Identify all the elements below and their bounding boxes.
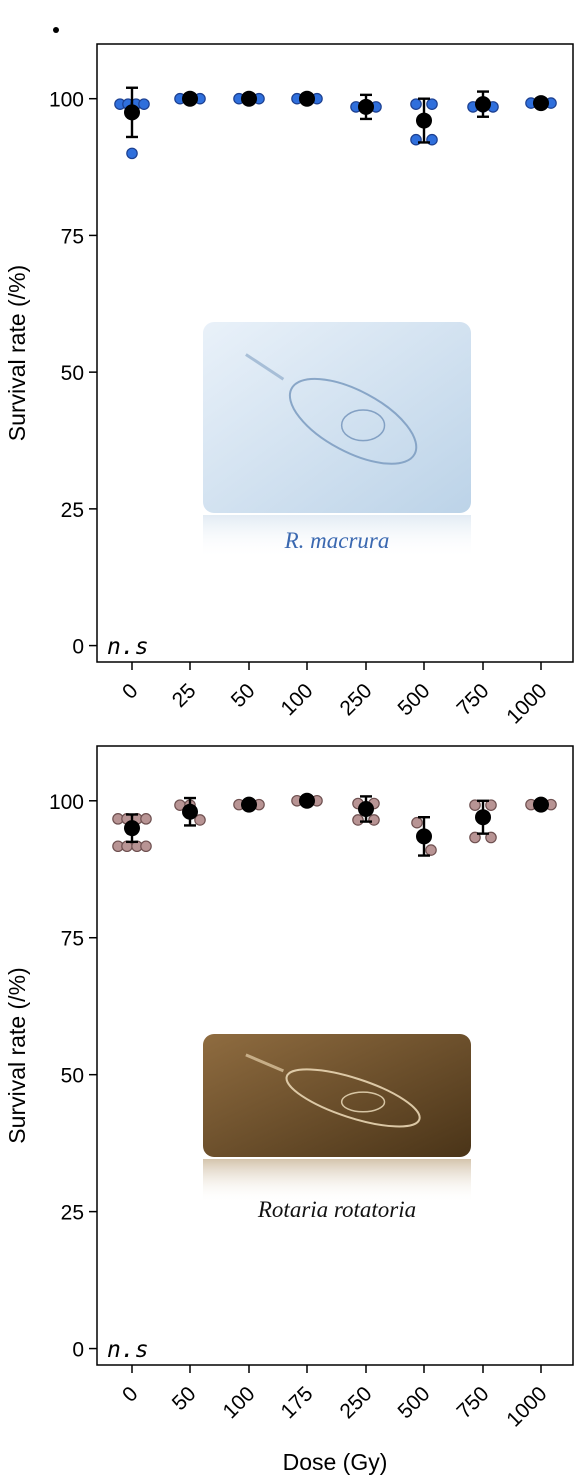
- bottom-panel: Rotaria rotatoria 0 25 50 75 100 Survival rate…: [4, 745, 574, 1475]
- x-tick-label: 750: [452, 679, 493, 720]
- mean-point: [416, 828, 432, 845]
- x-axis-title: Dose (Gy): [283, 1449, 388, 1475]
- x-tick-label: 50: [168, 1382, 201, 1415]
- y-tick-label: 0: [72, 636, 84, 659]
- species-image: [203, 322, 471, 513]
- x-tick-label: 250: [335, 679, 376, 720]
- y-tick-label: 25: [61, 499, 84, 522]
- mean-point: [124, 104, 140, 121]
- replicate-point: [469, 831, 481, 844]
- mean-point: [182, 90, 198, 107]
- species-image: [203, 1034, 471, 1157]
- replicate-point: [352, 814, 364, 826]
- y-tick-label: 100: [49, 791, 84, 814]
- image-reflection: [203, 515, 471, 559]
- replicate-point: [138, 98, 150, 110]
- y-tick-label: 25: [61, 1202, 84, 1225]
- y-tick-label: 100: [49, 89, 84, 112]
- mean-point: [475, 96, 491, 113]
- replicate-point: [126, 147, 138, 160]
- y-tick-label: 0: [72, 1339, 84, 1362]
- x-tick-label: 750: [452, 1382, 493, 1423]
- replicate-point: [425, 844, 437, 856]
- y-axis-title: Survival rate (/%): [4, 265, 30, 441]
- replicate-point: [485, 799, 497, 811]
- x-tick-label: 1000: [502, 1382, 551, 1431]
- mean-point: [299, 792, 315, 809]
- x-tick-label: 25: [168, 679, 201, 712]
- x-tick-label: 175: [276, 1382, 317, 1423]
- species-label: R. macrura: [284, 528, 390, 553]
- x-tick-label: 100: [276, 679, 317, 720]
- x-tick-label: 0: [118, 679, 143, 704]
- mean-point: [533, 796, 549, 813]
- replicate-point: [410, 98, 422, 110]
- mean-point: [299, 90, 315, 107]
- replicate-point: [469, 799, 481, 811]
- y-tick-label: 75: [61, 225, 84, 248]
- plot-frame: [96, 745, 574, 1366]
- mean-point: [124, 820, 140, 837]
- x-tick-label: 0: [118, 1382, 143, 1407]
- mean-point: [241, 90, 257, 107]
- replicate-point: [368, 814, 380, 826]
- x-tick-label: 500: [393, 1382, 434, 1423]
- mean-point: [416, 112, 432, 129]
- x-tick-label: 500: [393, 679, 434, 720]
- plot-frame: [96, 43, 574, 663]
- replicate-point: [426, 98, 438, 110]
- y-tick-label: 75: [61, 928, 84, 951]
- mean-point: [358, 800, 374, 817]
- replicate-point: [485, 831, 497, 844]
- significance-annotation: n.s: [107, 1337, 149, 1363]
- replicate-point: [411, 816, 423, 829]
- y-axis-title: Survival rate (/%): [4, 967, 30, 1143]
- mean-point: [358, 98, 374, 115]
- replicate-point: [140, 813, 152, 825]
- y-tick-label: 50: [61, 1065, 84, 1088]
- replicate-point: [140, 840, 152, 853]
- x-tick-label: 50: [227, 679, 260, 712]
- mean-point: [475, 809, 491, 826]
- species-label: Rotaria rotatoria: [257, 1197, 416, 1222]
- replicate-point: [194, 814, 206, 826]
- x-tick-label: 250: [335, 1382, 376, 1423]
- mean-point: [182, 803, 198, 820]
- mean-point: [533, 95, 549, 112]
- stray-dot: [53, 27, 59, 33]
- y-tick-label: 50: [61, 362, 84, 385]
- mean-point: [241, 796, 257, 813]
- x-tick-label: 100: [218, 1382, 259, 1423]
- image-reflection: [203, 1159, 471, 1203]
- significance-annotation: n.s: [107, 634, 149, 660]
- x-tick-label: 1000: [502, 679, 551, 728]
